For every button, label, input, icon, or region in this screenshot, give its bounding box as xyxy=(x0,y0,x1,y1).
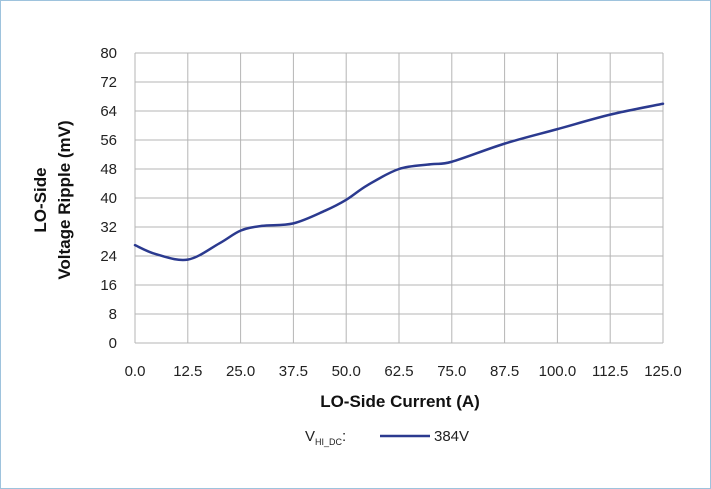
series-line-384v xyxy=(133,102,665,262)
y-tick-label: 48 xyxy=(100,161,117,178)
y-tick-label: 0 xyxy=(109,335,117,352)
x-axis-title: LO-Side Current (A) xyxy=(320,392,480,411)
y-tick-label: 8 xyxy=(109,306,117,323)
legend: VHI_DC: 384V xyxy=(305,428,469,447)
x-tick-label: 125.0 xyxy=(644,363,682,380)
x-tick-label: 0.0 xyxy=(125,363,146,380)
y-tick-label: 56 xyxy=(100,132,117,149)
x-tick-label: 100.0 xyxy=(539,363,577,380)
y-tick-label: 72 xyxy=(100,74,117,91)
grid-lines xyxy=(134,52,664,344)
x-tick-label: 25.0 xyxy=(226,363,255,380)
x-tick-label: 112.5 xyxy=(592,363,628,380)
x-tick-label: 62.5 xyxy=(384,363,413,380)
y-tick-label: 40 xyxy=(100,190,117,207)
y-tick-label: 32 xyxy=(100,219,117,236)
y-tick-label: 16 xyxy=(100,277,117,294)
y-tick-label: 64 xyxy=(100,103,117,120)
legend-label-384v: 384V xyxy=(434,428,469,445)
series-group xyxy=(133,102,665,262)
y-axis-title-line2: Voltage Ripple (mV) xyxy=(55,120,74,279)
y-tick-label: 24 xyxy=(100,248,117,265)
y-axis-title-line1: LO-Side xyxy=(31,167,50,232)
x-tick-label: 37.5 xyxy=(279,363,308,380)
legend-prefix-colon: : xyxy=(342,428,346,445)
x-tick-label: 75.0 xyxy=(437,363,466,380)
y-tick-labels: 0 8 16 24 32 40 48 56 64 72 80 xyxy=(100,45,117,352)
x-tick-labels: 0.0 12.5 25.0 37.5 50.0 62.5 75.0 87.5 100.0 112.… xyxy=(125,363,682,380)
legend-prefix: VHI_DC: xyxy=(305,428,346,447)
legend-prefix-main: V xyxy=(305,428,315,445)
x-tick-label: 50.0 xyxy=(332,363,361,380)
legend-prefix-sub: HI_DC xyxy=(315,437,343,447)
y-tick-label: 80 xyxy=(100,45,117,62)
x-tick-label: 87.5 xyxy=(490,363,519,380)
x-tick-label: 12.5 xyxy=(173,363,202,380)
